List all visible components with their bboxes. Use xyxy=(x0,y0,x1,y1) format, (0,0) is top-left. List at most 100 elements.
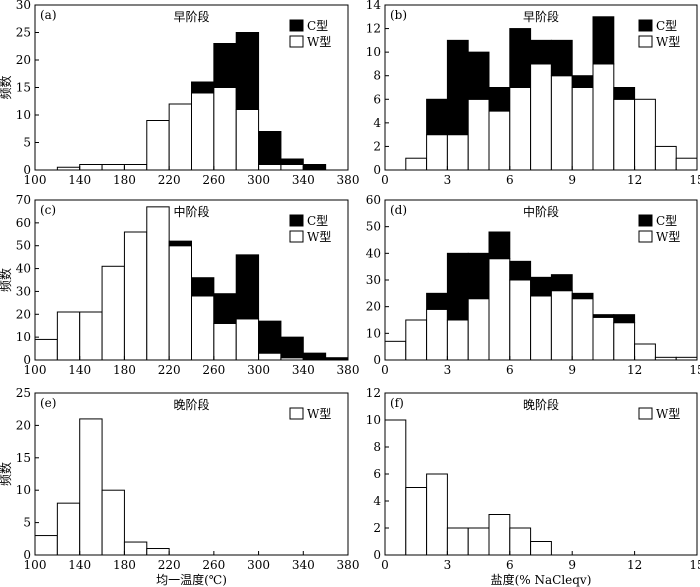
bar-c xyxy=(446,252,469,321)
y-tick-label: 10 xyxy=(16,483,31,497)
x-tick-label: 220 xyxy=(158,558,181,572)
y-tick-label: 10 xyxy=(16,330,31,344)
panel-title: 晚阶段 xyxy=(173,397,209,412)
bar-w xyxy=(675,157,698,171)
x-tick-label: 220 xyxy=(158,363,181,377)
x-tick-label: 9 xyxy=(568,363,576,377)
bar-w xyxy=(613,98,636,171)
panel-title: 中阶段 xyxy=(523,204,559,219)
bar-c xyxy=(426,292,448,310)
y-tick-label: 12 xyxy=(366,386,381,400)
bar-w xyxy=(613,322,636,361)
x-tick-label: 380 xyxy=(337,173,360,187)
x-tick-label: 100 xyxy=(24,363,47,377)
x-tick-label: 140 xyxy=(68,558,91,572)
panel-b: 0 3 6 9 12 15 0 2 4 6 8 10 12 14 (b) 早阶段 C型 W型 xyxy=(366,0,700,187)
x-tick-label: 6 xyxy=(506,363,514,377)
y-tick-label: 2 xyxy=(373,521,381,535)
y-tick-label: 5 xyxy=(23,516,31,530)
bar-c xyxy=(191,81,215,94)
bar-c xyxy=(302,164,327,171)
legend-label-c: C型 xyxy=(307,214,328,228)
y-tick-label: 0 xyxy=(23,548,31,562)
bar-w xyxy=(34,338,58,361)
bar-w xyxy=(509,527,532,556)
legend-label-w: W型 xyxy=(656,407,680,421)
bar-w xyxy=(467,527,490,556)
legend-swatch-c xyxy=(289,214,304,227)
y-tick-label: 15 xyxy=(16,81,31,95)
bar-w xyxy=(146,548,170,556)
bar-w xyxy=(191,92,215,171)
bar-w xyxy=(488,110,511,171)
x-tick-label: 260 xyxy=(202,558,225,572)
y-axis-label: 频数 xyxy=(0,268,13,292)
bar-c xyxy=(258,131,282,165)
bar-c xyxy=(530,276,552,297)
legend-swatch-c xyxy=(638,19,653,32)
y-tick-label: 0 xyxy=(23,163,31,177)
bar-w xyxy=(571,87,594,171)
bar-w xyxy=(146,120,170,171)
x-tick-label: 140 xyxy=(68,173,91,187)
bar-w xyxy=(405,157,428,171)
bar-c xyxy=(550,274,573,292)
bar-c xyxy=(509,28,532,88)
y-tick-label: 10 xyxy=(366,326,381,340)
y-tick-label: 4 xyxy=(373,116,381,130)
y-tick-label: 30 xyxy=(16,0,31,12)
bar-c xyxy=(550,39,573,77)
bar-w xyxy=(101,164,125,171)
panel-title: 晚阶段 xyxy=(523,397,559,412)
panel-label: (a) xyxy=(40,8,57,22)
y-tick-label: 60 xyxy=(366,193,381,207)
bar-w xyxy=(446,527,469,556)
bar-c xyxy=(592,16,615,65)
x-tick-label: 260 xyxy=(202,363,225,377)
y-tick-label: 20 xyxy=(16,307,31,321)
y-axis-label: 频数 xyxy=(0,462,13,486)
panel-label: (c) xyxy=(40,203,56,217)
bar-c xyxy=(258,320,282,354)
legend-swatch-w xyxy=(638,35,653,48)
bar-c xyxy=(302,352,327,361)
panel-title: 早阶段 xyxy=(173,9,209,24)
bar-c xyxy=(571,292,594,300)
legend-label-c: C型 xyxy=(656,19,677,33)
bar-w xyxy=(509,87,532,171)
bar-w xyxy=(280,164,304,171)
bar-w xyxy=(258,352,282,361)
panel-c: 100 140 180 220 260 300 340 380 0 10 20 30 40 50 60 70 (… xyxy=(0,193,359,377)
y-tick-label: 60 xyxy=(16,216,31,230)
x-tick-label: 6 xyxy=(506,173,514,187)
bar-c xyxy=(530,39,552,65)
bar-w xyxy=(56,311,81,361)
bar-c xyxy=(571,75,594,89)
bar-w xyxy=(123,541,148,556)
bar-c xyxy=(280,158,304,165)
legend-label-w: W型 xyxy=(307,35,331,49)
y-tick-label: 15 xyxy=(16,451,31,465)
y-axis-label: 频数 xyxy=(0,75,13,99)
y-tick-label: 50 xyxy=(16,239,31,253)
bar-c xyxy=(467,51,490,100)
bar-c xyxy=(592,314,615,318)
axes-frame xyxy=(34,392,349,556)
y-tick-label: 40 xyxy=(16,262,31,276)
legend-label-c: C型 xyxy=(307,19,328,33)
legend-swatch-w xyxy=(289,230,304,243)
x-axis-label: 均一温度(℃) xyxy=(156,572,227,587)
bar-w xyxy=(168,103,192,171)
bar-c xyxy=(426,98,448,136)
legend-label-w: W型 xyxy=(656,230,680,244)
y-tick-label: 14 xyxy=(366,0,382,12)
panel-label: (f) xyxy=(390,396,404,410)
bar-w xyxy=(384,419,407,556)
bar-w xyxy=(405,319,428,361)
bar-w xyxy=(426,308,448,361)
bar-w xyxy=(168,245,192,361)
x-tick-label: 340 xyxy=(292,558,315,572)
panel-title: 早阶段 xyxy=(523,9,559,24)
bar-w xyxy=(123,231,148,361)
